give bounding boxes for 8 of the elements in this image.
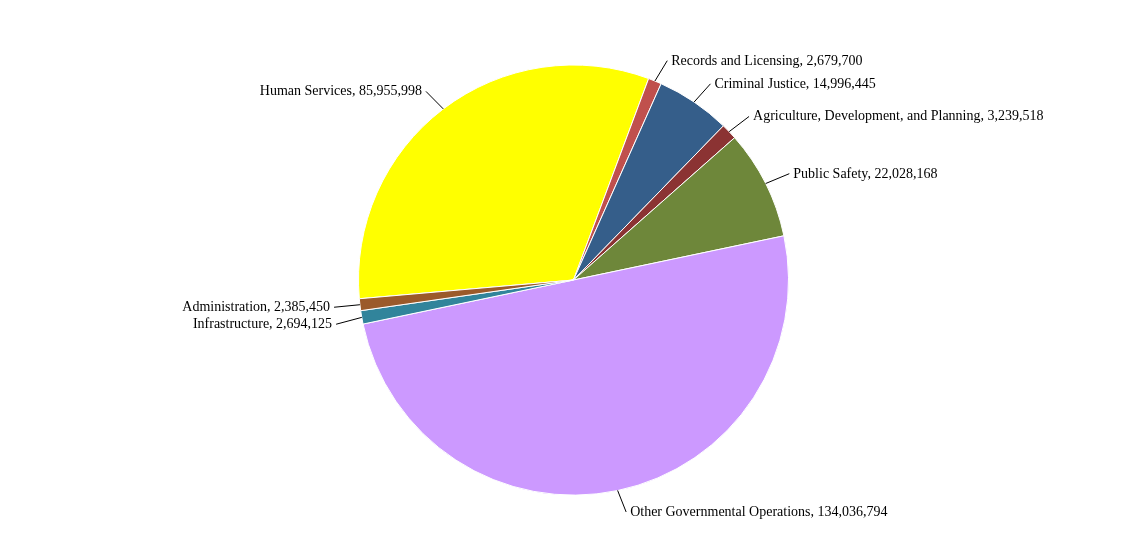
slice-label: Human Services, 85,955,998 bbox=[259, 83, 422, 99]
slice-label: Public Safety, 22,028,168 bbox=[793, 165, 938, 181]
slice-label: Administration, 2,385,450 bbox=[182, 299, 331, 315]
slice-label: Infrastructure, 2,694,125 bbox=[192, 316, 333, 332]
slice-label: Records and Licensing, 2,679,700 bbox=[671, 52, 863, 68]
slice-label: Agriculture, Development, and Planning, 3,239,518 bbox=[753, 108, 1044, 124]
slice-label: Criminal Justice, 14,996,445 bbox=[714, 75, 876, 91]
slice-label: Other Governmental Operations, 134,036,794 bbox=[630, 503, 888, 519]
